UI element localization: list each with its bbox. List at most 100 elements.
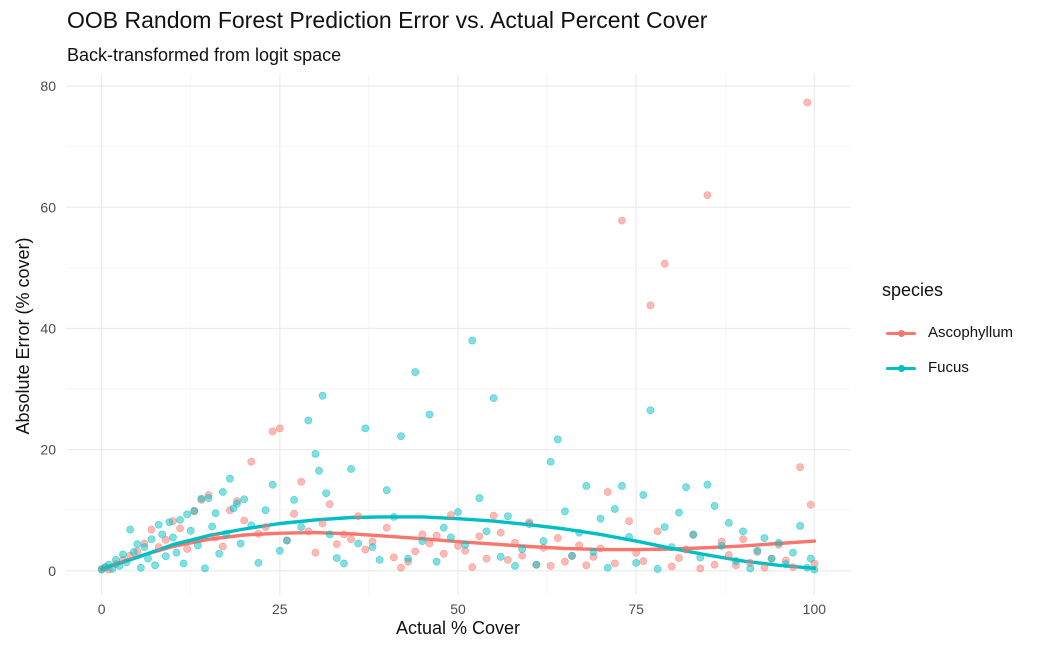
point-fucus xyxy=(226,474,234,483)
point-fucus xyxy=(696,553,705,562)
point-fucus xyxy=(511,562,519,570)
point-fucus xyxy=(108,565,117,573)
point-fucus xyxy=(703,480,712,489)
point-fucus xyxy=(201,564,209,573)
smooth-line-fucus xyxy=(99,515,817,571)
point-fucus xyxy=(767,554,776,563)
point-fucus xyxy=(675,508,683,517)
point-ascophyllum xyxy=(468,563,477,572)
point-fucus xyxy=(760,534,769,542)
point-ascophyllum xyxy=(418,530,427,539)
point-ascophyllum xyxy=(696,564,705,573)
point-fucus xyxy=(261,506,270,515)
point-fucus xyxy=(518,545,527,553)
point-ascophyllum xyxy=(247,457,256,466)
point-ascophyllum xyxy=(425,539,434,548)
point-fucus xyxy=(193,541,202,550)
point-fucus xyxy=(161,552,170,561)
point-fucus xyxy=(717,542,726,550)
point-fucus xyxy=(218,488,227,496)
point-fucus xyxy=(382,486,391,495)
point-fucus xyxy=(183,510,192,519)
point-fucus xyxy=(340,559,348,568)
point-fucus xyxy=(147,535,156,544)
point-ascophyllum xyxy=(290,509,298,518)
point-fucus xyxy=(753,546,762,555)
point-ascophyllum xyxy=(332,540,341,549)
point-fucus xyxy=(810,565,819,574)
legend-key-ascophyllum xyxy=(882,323,920,343)
point-ascophyllum xyxy=(439,549,448,558)
point-ascophyllum xyxy=(354,512,363,521)
point-fucus xyxy=(368,543,377,552)
point-ascophyllum xyxy=(397,563,405,572)
point-ascophyllum xyxy=(625,517,633,525)
point-fucus xyxy=(208,522,217,531)
point-fucus xyxy=(111,555,120,564)
point-fucus xyxy=(610,505,619,513)
point-ascophyllum xyxy=(503,555,512,564)
point-ascophyllum xyxy=(176,524,184,533)
point-fucus xyxy=(625,532,633,541)
point-fucus xyxy=(311,449,320,458)
point-fucus xyxy=(482,527,491,536)
point-fucus xyxy=(347,465,355,473)
grid-lines xyxy=(66,74,850,595)
point-fucus xyxy=(803,563,812,572)
point-fucus xyxy=(172,548,181,557)
point-fucus xyxy=(425,410,434,419)
point-ascophyllum xyxy=(582,561,591,570)
smooth-lines xyxy=(99,515,817,571)
point-ascophyllum xyxy=(724,551,733,559)
legend-label-fucus: Fucus xyxy=(928,359,969,376)
point-fucus xyxy=(197,494,206,503)
point-fucus xyxy=(525,520,534,529)
point-fucus xyxy=(475,494,484,502)
point-ascophyllum xyxy=(739,535,747,544)
point-fucus xyxy=(646,406,655,415)
point-fucus xyxy=(119,550,127,559)
point-fucus xyxy=(561,507,569,516)
point-ascophyllum xyxy=(796,463,805,472)
point-ascophyllum xyxy=(653,527,662,536)
point-fucus xyxy=(468,336,477,345)
y-tick-label: 40 xyxy=(40,320,56,336)
point-ascophyllum xyxy=(618,216,626,225)
point-fucus xyxy=(215,549,224,558)
point-fucus xyxy=(603,563,612,572)
point-fucus xyxy=(158,530,167,539)
point-fucus xyxy=(660,523,669,532)
point-fucus xyxy=(732,557,740,565)
point-fucus xyxy=(126,525,135,534)
point-ascophyllum xyxy=(667,562,676,571)
point-ascophyllum xyxy=(261,523,270,532)
point-fucus xyxy=(325,530,334,539)
point-fucus xyxy=(297,523,306,532)
point-fucus xyxy=(575,528,584,537)
point-fucus xyxy=(290,495,298,504)
point-fucus xyxy=(796,522,805,530)
x-tick-label: 50 xyxy=(450,601,466,617)
point-ascophyllum xyxy=(304,527,313,536)
point-fucus xyxy=(404,554,413,563)
point-ascophyllum xyxy=(183,545,192,553)
point-ascophyllum xyxy=(496,528,505,537)
point-ascophyllum xyxy=(553,534,562,542)
point-fucus xyxy=(724,519,733,527)
point-ascophyllum xyxy=(218,542,227,551)
point-fucus xyxy=(236,539,245,548)
x-tick-label: 0 xyxy=(98,601,106,617)
point-fucus xyxy=(596,514,605,523)
point-ascophyllum xyxy=(703,191,712,200)
point-fucus xyxy=(268,480,277,489)
point-ascophyllum xyxy=(240,516,249,525)
point-ascophyllum xyxy=(297,477,306,486)
point-fucus xyxy=(136,563,145,572)
point-ascophyllum xyxy=(660,259,669,268)
point-ascophyllum xyxy=(347,535,355,544)
point-fucus xyxy=(233,499,241,508)
point-ascophyllum xyxy=(361,545,370,554)
point-fucus xyxy=(789,548,797,557)
point-fucus xyxy=(454,508,462,516)
point-fucus xyxy=(446,533,455,542)
